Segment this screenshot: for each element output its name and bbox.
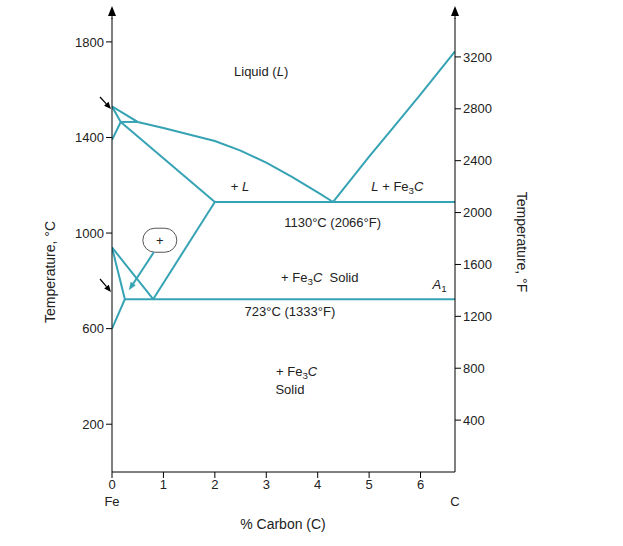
svg-text:Temperature, °F: Temperature, °F <box>514 192 530 293</box>
svg-text:2000: 2000 <box>463 205 492 220</box>
svg-text:6: 6 <box>417 477 424 492</box>
svg-text:0: 0 <box>108 477 115 492</box>
svg-text:800: 800 <box>463 361 485 376</box>
svg-text:+ Fe3C: + Fe3C <box>276 364 318 381</box>
svg-text:1600: 1600 <box>463 257 492 272</box>
svg-text:Liquid (L): Liquid (L) <box>234 63 288 78</box>
svg-text:% Carbon (C): % Carbon (C) <box>240 516 326 532</box>
svg-text:2800: 2800 <box>463 101 492 116</box>
svg-text:5: 5 <box>366 477 373 492</box>
svg-text:A1: A1 <box>432 277 447 294</box>
svg-text:L + Fe3C: L + Fe3C <box>371 179 424 196</box>
svg-text:1400: 1400 <box>75 130 104 145</box>
svg-text:Temperature, °C: Temperature, °C <box>42 221 58 323</box>
svg-text:723°C (1333°F): 723°C (1333°F) <box>245 304 336 319</box>
svg-text:+: + <box>156 233 164 248</box>
svg-text:3: 3 <box>263 477 270 492</box>
svg-text:C: C <box>450 494 459 509</box>
svg-text:1000: 1000 <box>75 226 104 241</box>
svg-text:Fe: Fe <box>104 494 119 509</box>
svg-text:2400: 2400 <box>463 153 492 168</box>
svg-text:600: 600 <box>82 321 104 336</box>
svg-text:1: 1 <box>160 477 167 492</box>
svg-text:+ Fe3C Solid: + Fe3C Solid <box>281 270 358 287</box>
svg-text:1200: 1200 <box>463 309 492 324</box>
svg-text:1800: 1800 <box>75 35 104 50</box>
svg-text:1130°C (2066°F): 1130°C (2066°F) <box>284 215 381 230</box>
svg-text:3200: 3200 <box>463 50 492 65</box>
svg-text:4: 4 <box>314 477 321 492</box>
svg-text:200: 200 <box>82 417 104 432</box>
svg-text:+ L: + L <box>231 179 249 194</box>
svg-text:Solid: Solid <box>275 382 304 397</box>
svg-text:2: 2 <box>211 477 218 492</box>
svg-text:400: 400 <box>463 413 485 428</box>
